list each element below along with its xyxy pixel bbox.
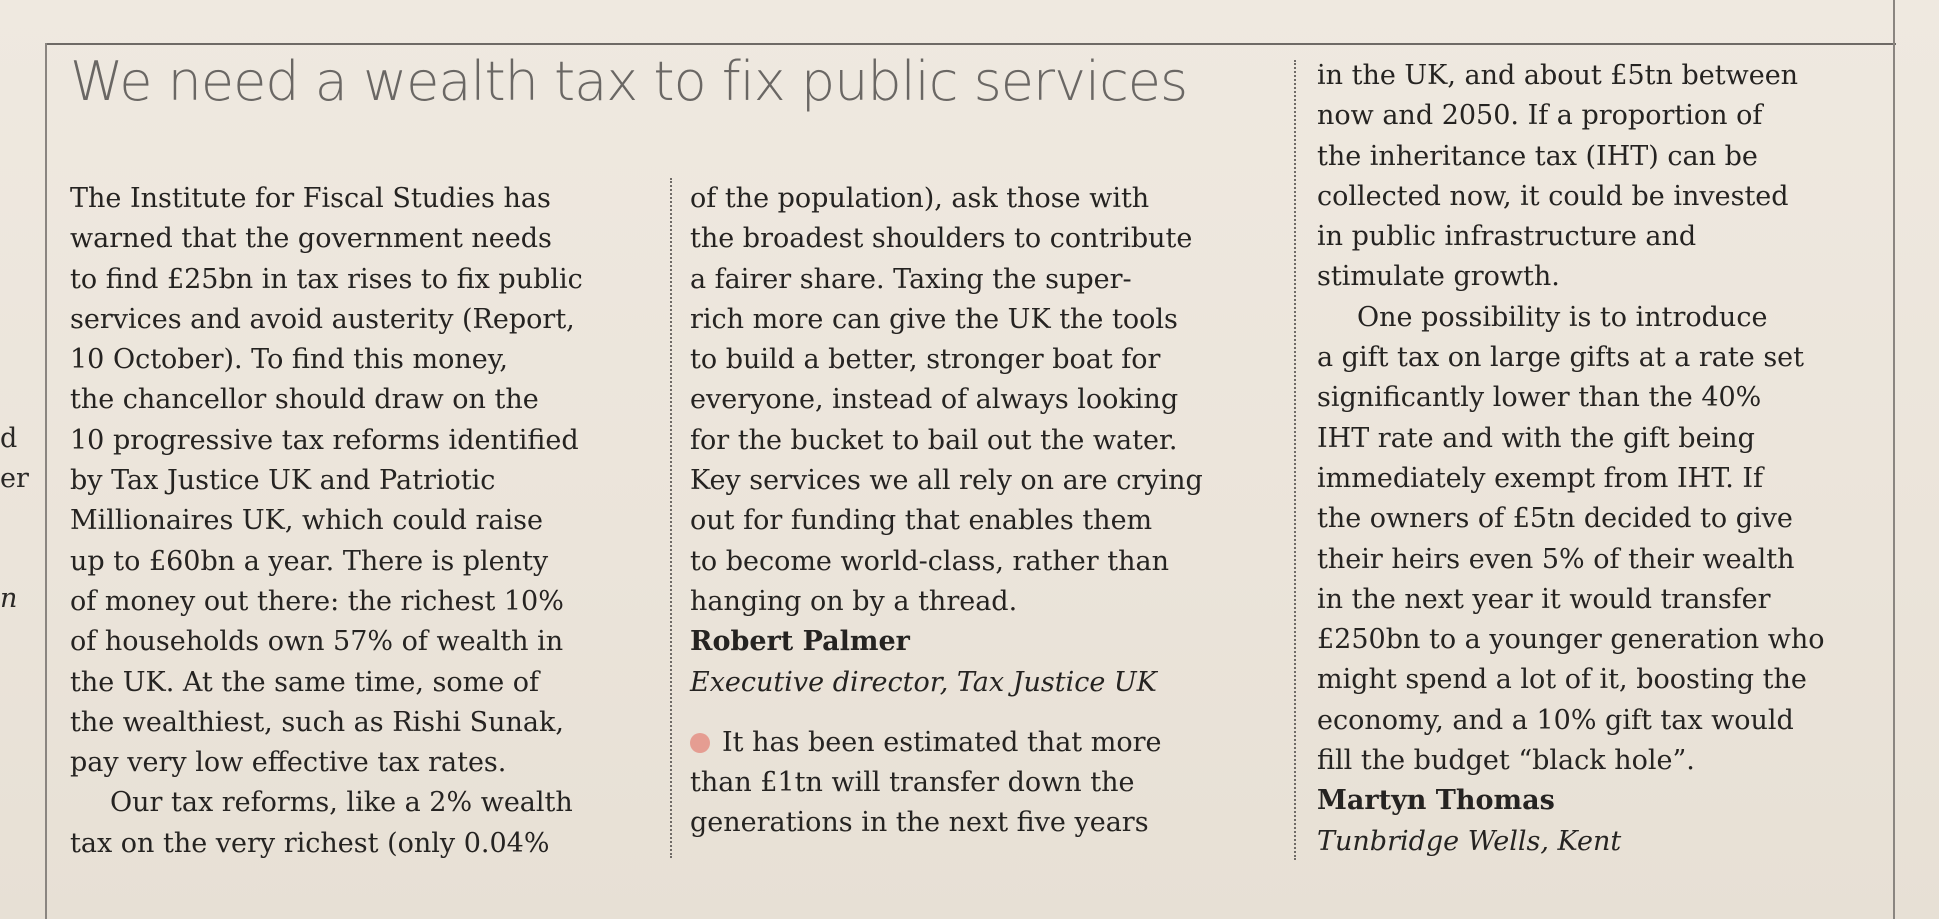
body-line: the owners of £5tn decided to give	[1317, 503, 1793, 535]
body-line: of the population), ask those with	[690, 183, 1150, 214]
spacer	[690, 703, 1203, 723]
headline: We need a wealth tax to fix public servi…	[70, 50, 1188, 113]
body-line: the chancellor should draw on the	[70, 384, 539, 416]
body-line: in public infrastructure and	[1317, 221, 1697, 253]
body-line: The Institute for Fiscal Studies has	[70, 183, 551, 214]
body-line: significantly lower than the 40%	[1317, 382, 1762, 414]
body-line: tax on the very richest (only 0.04%	[70, 827, 550, 859]
body-line: of money out there: the richest 10%	[70, 585, 564, 617]
body-line: 10 progressive tax reforms identified	[70, 424, 579, 456]
column-1: The Institute for Fiscal Studies has war…	[70, 179, 583, 864]
body-line: everyone, instead of always looking	[690, 384, 1179, 416]
body-line: in the next year it would transfer	[1317, 583, 1771, 615]
margin-fragment: er	[0, 463, 29, 494]
body-line: IHT rate and with the gift being	[1317, 422, 1755, 454]
letter-author-location: Tunbridge Wells, Kent	[1317, 825, 1622, 857]
margin-fragment: n	[0, 583, 18, 614]
body-line: One possibility is to introduce	[1357, 301, 1768, 333]
column-separator	[670, 178, 672, 858]
body-line: the UK. At the same time, some of	[70, 666, 540, 698]
body-line: a gift tax on large gifts at a rate set	[1317, 342, 1805, 374]
body-line: the wealthiest, such as Rishi Sunak,	[70, 706, 564, 738]
body-line: 10 October). To find this money,	[70, 344, 508, 376]
body-line: economy, and a 10% gift tax would	[1317, 704, 1794, 736]
top-rule	[46, 43, 1896, 45]
body-line: services and avoid austerity (Report,	[70, 303, 575, 335]
body-line: by Tax Justice UK and Patriotic	[70, 465, 496, 497]
body-line: in the UK, and about £5tn between	[1317, 60, 1799, 91]
column-3: in the UK, and about £5tn between now an…	[1317, 56, 1824, 862]
column-separator	[1294, 60, 1296, 860]
letter-bullet-icon	[690, 732, 710, 753]
body-line: a fairer share. Taxing the super-	[690, 263, 1132, 295]
body-line: the broadest shoulders to contribute	[690, 223, 1193, 255]
left-border-rule	[45, 43, 47, 919]
letter-author: Martyn Thomas	[1317, 785, 1555, 817]
body-line: the inheritance tax (IHT) can be	[1317, 140, 1758, 172]
body-line: to find £25bn in tax rises to fix public	[70, 263, 583, 295]
body-line: out for funding that enables them	[690, 505, 1153, 537]
body-line: collected now, it could be invested	[1317, 180, 1789, 212]
body-line: warned that the government needs	[70, 223, 552, 255]
body-line: for the bucket to bail out the water.	[690, 424, 1178, 456]
body-line: to become world-class, rather than	[690, 545, 1169, 577]
body-line: Our tax reforms, like a 2% wealth	[110, 787, 573, 819]
body-line: up to £60bn a year. There is plenty	[70, 545, 549, 577]
body-line: their heirs even 5% of their wealth	[1317, 543, 1795, 575]
body-line: stimulate growth.	[1317, 261, 1560, 293]
body-line-text: It has been estimated that more	[722, 726, 1162, 758]
body-line: might spend a lot of it, boosting the	[1317, 664, 1807, 696]
body-line: pay very low effective tax rates.	[70, 747, 507, 779]
body-line: generations in the next five years	[690, 807, 1149, 839]
body-line: to build a better, stronger boat for	[690, 344, 1161, 376]
body-line: Key services we all rely on are crying	[690, 465, 1203, 497]
letter-author-role: Executive director, Tax Justice UK	[690, 666, 1157, 698]
body-line: now and 2050. If a proportion of	[1317, 100, 1763, 132]
body-line: than £1tn will transfer down the	[690, 767, 1135, 799]
right-border-rule	[1893, 0, 1895, 919]
body-line: £250bn to a younger generation who	[1317, 624, 1825, 656]
body-line: rich more can give the UK the tools	[690, 303, 1178, 335]
body-line: Millionaires UK, which could raise	[70, 505, 543, 537]
column-2: of the population), ask those with the b…	[690, 179, 1203, 844]
body-line: immediately exempt from IHT. If	[1317, 462, 1764, 494]
body-line: hanging on by a thread.	[690, 585, 1018, 617]
body-line: fill the budget “black hole”.	[1317, 745, 1695, 777]
margin-fragment: d	[0, 423, 18, 454]
body-line: of households own 57% of wealth in	[70, 626, 564, 658]
letter-author: Robert Palmer	[690, 626, 910, 658]
body-line: It has been estimated that more	[690, 723, 1203, 763]
